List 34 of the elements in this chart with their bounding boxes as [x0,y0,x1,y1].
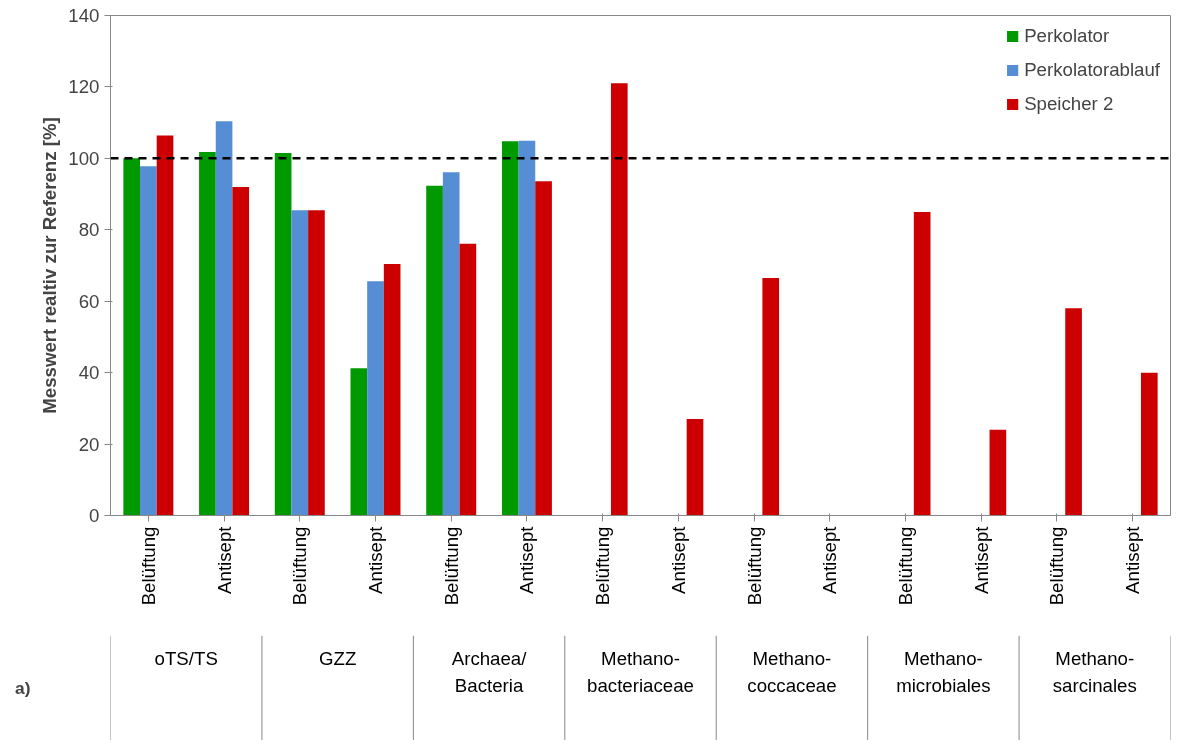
legend-label: Perkolator [1024,25,1110,47]
y-axis-title: Messwert realtiv zur Referenz [%] [39,117,61,414]
x-tick-label: Belüftung [592,526,614,606]
y-tick-label: 40 [78,362,100,384]
text: Methano- coccaceae [747,648,837,697]
y-tick-label: 120 [68,76,100,98]
x-tick-label: Antisept [819,525,841,594]
text: oTS/TS [154,648,218,670]
text: Methano- microbiales [896,648,991,697]
text: GZZ [318,648,357,670]
y-tick-label: 60 [78,290,100,312]
x-tick-label: Belüftung [1046,526,1068,606]
y-tick-label: 140 [68,5,100,26]
text: Archaea/ Bacteria [451,648,528,697]
x-tick-label: Antisept [213,525,235,594]
x-tick-label: Antisept [365,525,386,594]
legend-label: Speicher 2 [1024,93,1114,115]
y-tick-label: 100 [68,147,100,169]
y-tick-label: 20 [78,433,100,455]
x-tick-label: Antisept [970,525,992,594]
x-tick-label: Belüftung [137,526,159,606]
text: Methano- sarcinales [1052,648,1137,697]
x-tick-label: Belüftung [895,526,916,606]
x-tick-label: Belüftung [743,526,765,606]
y-tick-label: 80 [78,219,100,241]
y-tick-label: 0 [89,505,100,526]
x-tick-label: Antisept [516,525,538,594]
x-tick-label: Antisept [1122,525,1144,594]
text: a) [15,678,31,698]
x-tick-label: Antisept [667,525,689,594]
x-tick-label: Belüftung [289,526,311,606]
x-tick-label: Belüftung [440,526,462,606]
text: Methano- bacteriaceae [587,648,694,697]
legend-label: Perkolatorablauf [1024,59,1160,81]
